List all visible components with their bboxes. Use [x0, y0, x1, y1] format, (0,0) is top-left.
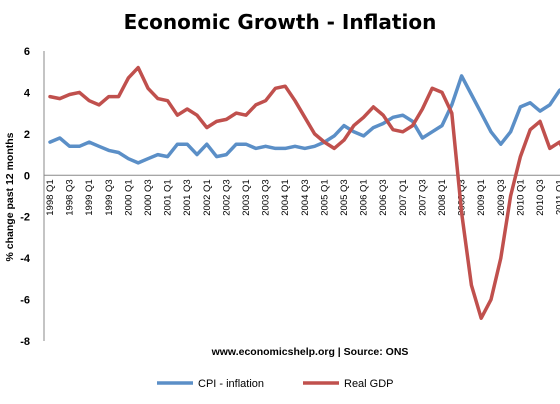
x-tick-label: 2005 Q3 [339, 179, 350, 215]
x-tick-label: 2011 Q1 [555, 179, 560, 215]
x-tick-label: 2010 Q3 [535, 179, 546, 215]
x-tick-label: 2000 Q1 [123, 179, 134, 215]
chart-title: Economic Growth - Inflation [124, 10, 437, 34]
x-tick-label: 1999 Q3 [104, 179, 115, 215]
x-tick-label: 2005 Q1 [319, 179, 330, 215]
y-tick-label: -8 [20, 336, 30, 348]
x-tick-label: 2006 Q1 [359, 179, 370, 215]
x-tick-label: 2008 Q1 [437, 179, 448, 215]
x-tick-label: 2004 Q1 [280, 179, 291, 215]
x-tick-label: 2008 Q3 [457, 179, 468, 215]
x-tick-label: 2000 Q3 [143, 179, 154, 215]
series-group [48, 65, 560, 320]
x-tick-label: 2002 Q1 [202, 179, 213, 215]
x-tick-label: 1998 Q1 [45, 179, 56, 215]
y-axis: -8 -6 -4 -2 0 2 4 6 [20, 46, 45, 348]
y-tick-label: 6 [24, 46, 30, 58]
series-line-cpi-inflation [48, 74, 560, 165]
x-tick-label: 2009 Q3 [496, 179, 507, 215]
x-tick-label: 2009 Q1 [476, 179, 487, 215]
x-tick-label: 2001 Q1 [163, 179, 174, 215]
legend: CPI - inflation Real GDP [157, 378, 394, 390]
y-tick-label: 0 [24, 170, 30, 182]
y-tick-label: 4 [24, 87, 31, 99]
x-tick-label: 2001 Q3 [182, 179, 193, 215]
x-tick-label: 1998 Q3 [65, 179, 76, 215]
legend-label: Real GDP [344, 378, 394, 390]
y-tick-label: -6 [20, 295, 30, 307]
source-label: www.economicshelp.org | Source: ONS [211, 346, 409, 358]
x-tick-label: 2007 Q3 [417, 179, 428, 215]
x-tick-label: 2002 Q3 [221, 179, 232, 215]
y-tick-label: -4 [20, 253, 31, 265]
x-tick-label: 2010 Q1 [515, 179, 526, 215]
x-tick-label: 2007 Q1 [398, 179, 409, 215]
y-tick-label: -2 [20, 212, 30, 224]
y-tick-label: 2 [24, 129, 30, 141]
x-tick-label: 1999 Q1 [84, 179, 95, 215]
legend-label: CPI - inflation [198, 378, 264, 390]
x-tick-label: 2006 Q3 [378, 179, 389, 215]
x-axis: 1998 Q1 1998 Q3 1999 Q1 1999 Q3 2000 Q1 2000 … [44, 174, 560, 216]
x-tick-label: 2004 Q3 [300, 179, 311, 215]
x-tick-label: 2003 Q1 [241, 179, 252, 215]
series-line-real-gdp [48, 65, 560, 320]
x-tick-label: 2003 Q3 [261, 179, 272, 215]
y-axis-label: % change past 12 months [4, 132, 16, 261]
